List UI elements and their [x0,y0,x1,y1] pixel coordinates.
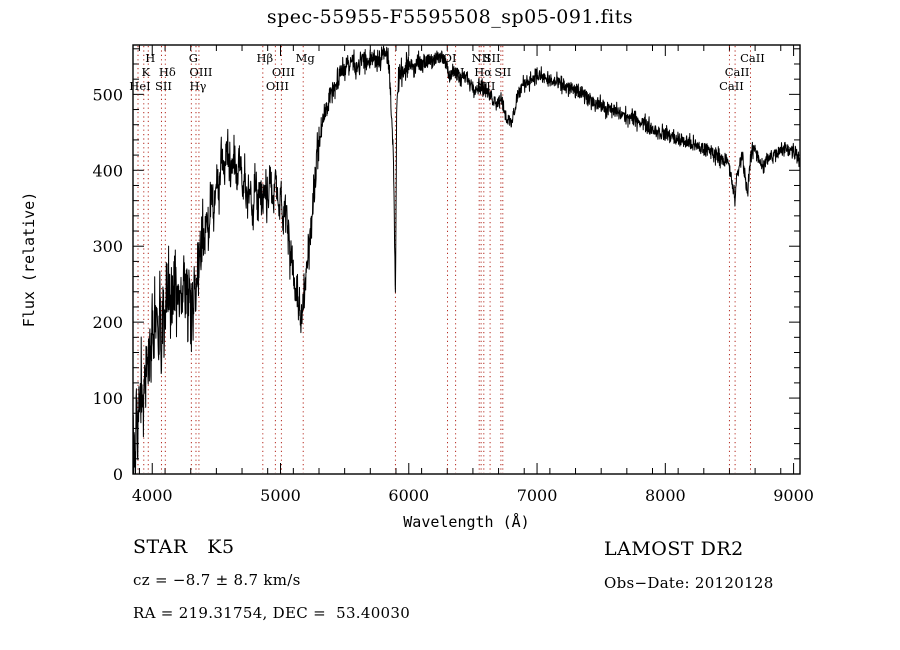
line-label-SII: SII [155,79,172,93]
y-tick-label: 0 [113,465,123,484]
x-axis-label: Wavelength (Å) [403,512,529,531]
plot-frame [132,44,801,475]
y-tick-label: 400 [92,161,123,180]
line-label-Hγ: Hγ [190,79,207,93]
y-axis-label: Flux (relative) [20,192,38,327]
line-label-Mg: Mg [296,51,316,65]
line-label-Hβ: Hβ [256,51,273,65]
line-label-H: H [145,51,155,65]
x-tick-label: 9000 [773,486,814,505]
line-label-CaII: CaII [740,51,765,65]
line-label-OIII: OIII [272,65,295,79]
x-tick-label: 5000 [260,486,301,505]
y-tick-label: 500 [92,85,123,104]
footer-obs-date: Obs−Date: 20120128 [604,574,774,592]
x-tick-label: 6000 [388,486,429,505]
line-label-SII: SII [494,65,511,79]
y-tick-label: 100 [92,389,123,408]
line-label-HeI: HeI [129,79,150,93]
x-tick-label: 4000 [132,486,173,505]
line-label-K: K [141,65,150,79]
line-label-Hδ: Hδ [159,65,176,79]
line-label-CaII: CaII [719,79,744,93]
footer-survey: LAMOST DR2 [604,538,744,560]
line-label-OIII: OIII [189,65,212,79]
line-label-SII: SII [484,51,501,65]
line-label-CaII: CaII [725,65,750,79]
footer-redshift: cz = −8.7 ± 8.7 km/s [133,571,301,589]
x-tick-label: 7000 [517,486,558,505]
footer-object-class: STAR K5 [133,536,235,558]
y-tick-label: 300 [92,237,123,256]
line-label-G: G [189,51,198,65]
page-title: spec-55955-F5595508_sp05-091.fits [266,6,634,28]
x-tick-label: 8000 [645,486,686,505]
line-label-Hα: Hα [474,65,492,79]
line-label-OIII: OIII [266,79,289,93]
spectrum-trace [132,45,801,475]
line-label-NII: NII [472,51,491,65]
y-tick-label: 200 [92,313,123,332]
footer-coords: RA = 219.31754, DEC = 53.40030 [133,604,411,622]
